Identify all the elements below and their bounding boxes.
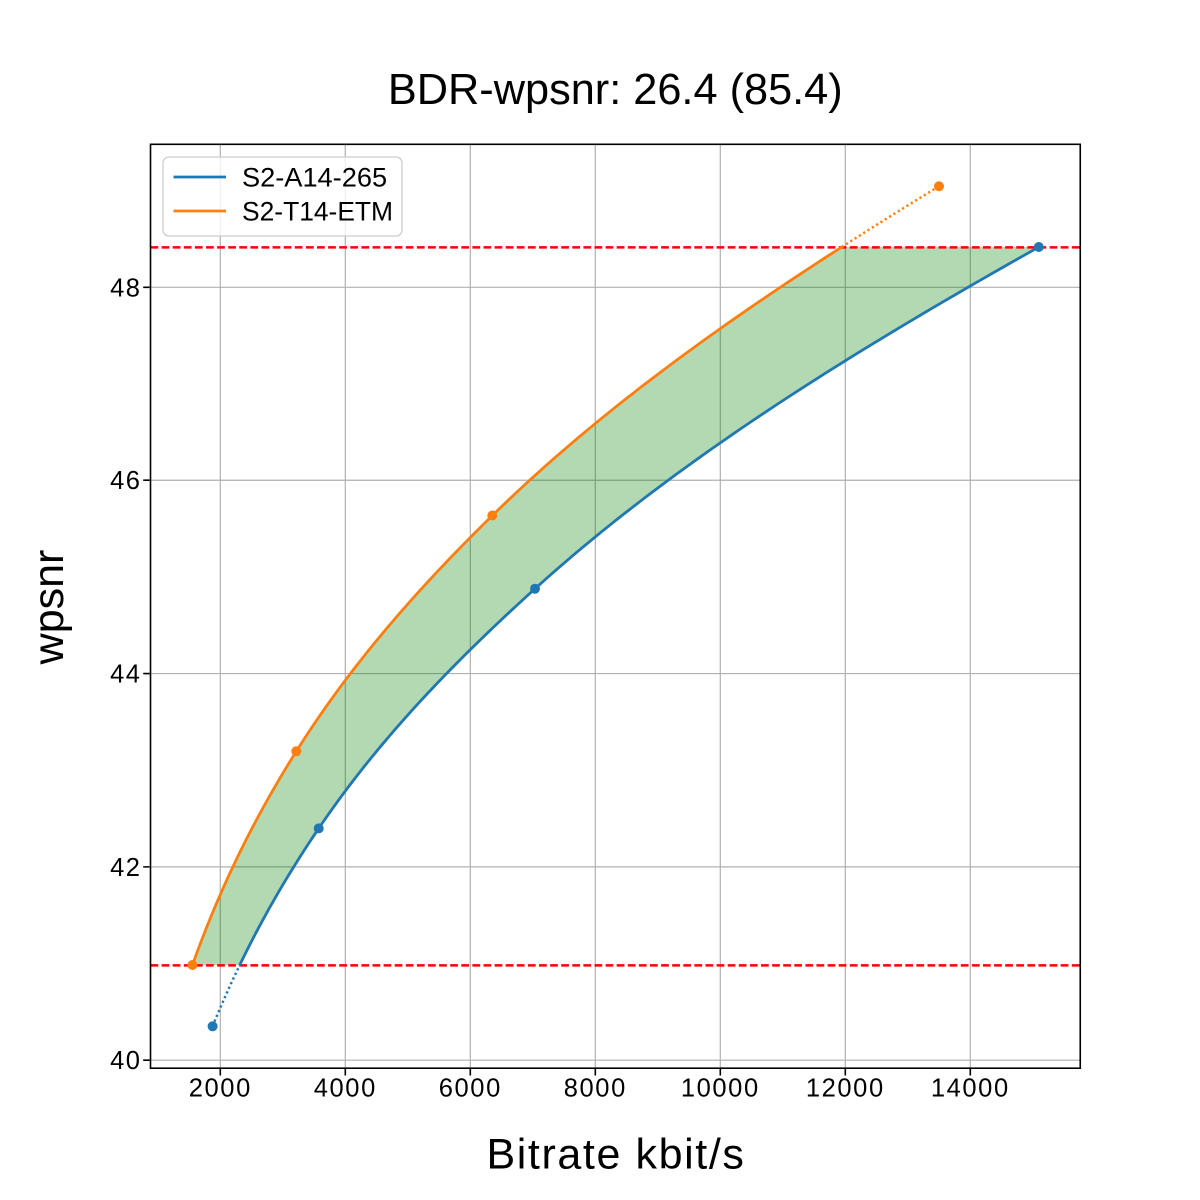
svg-text:wpsnr: wpsnr (25, 550, 73, 666)
svg-text:14000: 14000 (931, 1075, 1010, 1103)
svg-text:6000: 6000 (439, 1075, 502, 1103)
svg-text:4000: 4000 (314, 1075, 377, 1103)
svg-text:S2-T14-ETM: S2-T14-ETM (242, 197, 393, 227)
svg-text:Bitrate kbit/s: Bitrate kbit/s (487, 1131, 746, 1179)
svg-text:40: 40 (110, 1047, 141, 1075)
svg-text:8000: 8000 (564, 1075, 627, 1103)
svg-text:2000: 2000 (189, 1075, 252, 1103)
svg-text:10000: 10000 (681, 1075, 760, 1103)
svg-text:BDR-wpsnr: 26.4 (85.4): BDR-wpsnr: 26.4 (85.4) (388, 66, 843, 114)
svg-text:44: 44 (110, 661, 141, 689)
svg-text:46: 46 (110, 467, 141, 495)
svg-text:42: 42 (110, 854, 141, 882)
svg-text:48: 48 (110, 274, 141, 302)
svg-text:12000: 12000 (806, 1075, 885, 1103)
svg-text:S2-A14-265: S2-A14-265 (242, 162, 387, 193)
